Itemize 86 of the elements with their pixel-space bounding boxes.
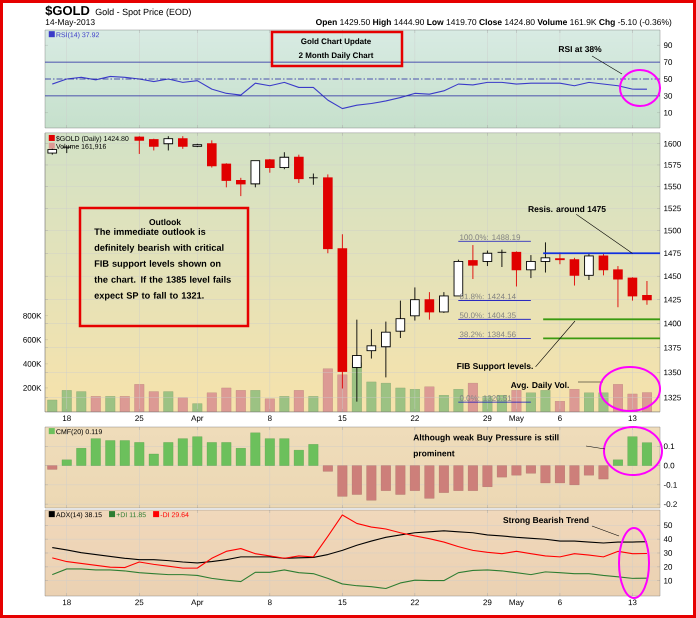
candlestick	[207, 140, 217, 168]
candlestick	[512, 250, 522, 287]
candlestick	[396, 300, 406, 338]
candlestick	[497, 249, 507, 268]
bar	[62, 460, 72, 466]
annotation: Although weak Buy Pressure is still prominent	[413, 434, 558, 458]
bar	[322, 465, 333, 472]
annotation: Avg. Daily Vol.	[510, 382, 569, 390]
bar	[134, 442, 144, 466]
bar	[90, 438, 101, 466]
bar	[47, 465, 58, 470]
bar	[250, 432, 260, 466]
candlestick	[613, 266, 623, 308]
candlestick	[294, 154, 304, 184]
line-series	[52, 568, 648, 590]
bar	[453, 465, 464, 491]
candlestick	[540, 242, 550, 273]
bar	[178, 438, 188, 466]
candlestick	[280, 152, 290, 170]
bar	[236, 448, 246, 466]
bar	[380, 465, 391, 491]
candlestick	[163, 136, 174, 151]
bar	[540, 465, 550, 484]
annotation: RSI at 38%	[558, 46, 602, 52]
bar	[468, 465, 478, 491]
bar	[221, 442, 232, 466]
annotation: Outlook	[149, 218, 182, 226]
candlestick	[308, 173, 318, 186]
candlestick	[482, 250, 492, 267]
candlestick	[439, 292, 449, 314]
candlestick	[148, 138, 159, 151]
candlestick	[381, 321, 391, 378]
bar	[628, 436, 638, 466]
bar	[105, 440, 116, 466]
candlestick	[134, 136, 144, 154]
chart-title: $GOLD	[45, 5, 90, 16]
candlestick	[410, 286, 420, 322]
text: 14-May-2013	[46, 19, 95, 27]
bar	[192, 436, 202, 466]
bar	[569, 465, 580, 486]
candlestick	[468, 244, 478, 280]
bar	[584, 465, 594, 476]
bar	[496, 465, 507, 478]
bar	[410, 465, 420, 491]
bar	[148, 454, 159, 466]
bar	[424, 465, 434, 499]
bar	[395, 465, 406, 495]
annotation: FIB Support levels.	[457, 362, 533, 371]
candlestick	[642, 280, 652, 306]
bar	[598, 465, 608, 480]
bar	[438, 465, 449, 493]
candlestick	[265, 158, 275, 174]
candlestick	[628, 276, 638, 302]
annotation: The immediate outlook is definitely bearish with critical FIB support levels shown on the chart. If the 1385 level fails expect SP to fall to 1321.	[94, 228, 231, 301]
bar	[526, 465, 536, 474]
candlestick	[222, 162, 232, 188]
line-series	[52, 514, 648, 569]
bar	[642, 442, 652, 466]
bar	[613, 460, 623, 466]
annotation: Resis. around 1475	[528, 206, 606, 212]
candlestick	[178, 136, 188, 150]
bar	[352, 465, 362, 495]
annotation: Strong Bearish Trend	[503, 516, 588, 525]
candlestick	[250, 160, 260, 188]
bar	[366, 465, 376, 500]
candlestick	[366, 328, 376, 359]
bar	[206, 442, 217, 466]
candlestick	[236, 177, 246, 197]
bar	[482, 465, 492, 487]
candlestick	[526, 254, 536, 279]
bar	[163, 442, 174, 466]
bar	[264, 438, 275, 466]
bar	[554, 465, 565, 484]
bar	[294, 450, 304, 466]
candlestick	[598, 252, 608, 276]
bar	[76, 448, 86, 466]
candlestick	[584, 252, 594, 280]
bar	[279, 438, 290, 466]
candlestick	[570, 257, 580, 286]
chart-subtitle: Gold - Spot Price (EOD)	[96, 8, 191, 17]
bar	[337, 465, 348, 497]
bar	[308, 444, 318, 466]
candlestick	[424, 292, 434, 320]
bar	[120, 440, 130, 466]
text: Open 1429.50 High 1444.90 Low 1419.70 Close 1424.80 Volume 161.9K Chg -5.10 (-0.36%)	[316, 18, 672, 27]
bar	[511, 465, 522, 476]
